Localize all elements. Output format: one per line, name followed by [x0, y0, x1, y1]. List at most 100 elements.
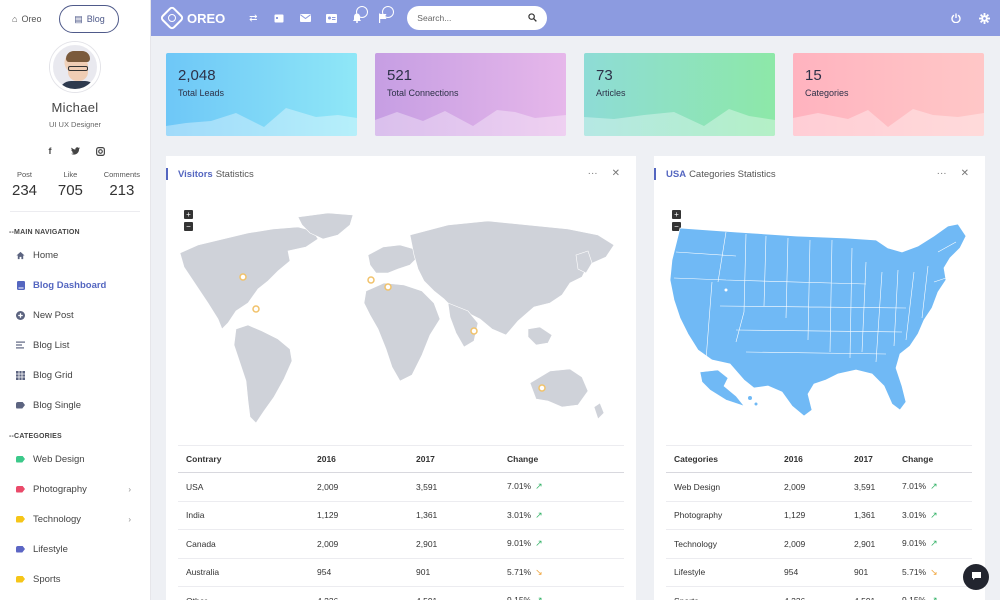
- avatar[interactable]: [50, 42, 100, 92]
- sidebar-item-web-design[interactable]: Web Design: [0, 444, 150, 474]
- table-row[interactable]: Sports 4,236 4,591 9.15% ↗: [666, 587, 972, 600]
- flag-icon[interactable]: [377, 6, 395, 24]
- table-body: USA 2,009 3,591 7.01% ↗ India 1,129 1,361 3.01% ↗…: [178, 473, 624, 600]
- table-cell: Canada: [178, 539, 309, 549]
- tag-icon: [16, 515, 25, 523]
- contact-card-icon[interactable]: [325, 12, 337, 24]
- more-icon[interactable]: ···: [936, 168, 947, 179]
- grid-icon: [16, 370, 25, 380]
- sidebar-item-lifestyle[interactable]: Lifestyle: [0, 534, 150, 564]
- sidebar-item-new-post[interactable]: New Post: [0, 300, 150, 330]
- table-row[interactable]: Photography 1,129 1,361 3.01% ↗: [666, 502, 972, 530]
- table-cell: India: [178, 510, 309, 520]
- top-bar: OREO ⇄: [151, 0, 1000, 36]
- swap-icon[interactable]: ⇄: [249, 12, 258, 24]
- cell-text: 4,591: [416, 596, 437, 600]
- power-icon[interactable]: [950, 12, 962, 24]
- sidebar-item-home[interactable]: Home: [0, 240, 150, 270]
- close-icon[interactable]: ✕: [611, 168, 620, 179]
- column-header: 2017: [854, 454, 873, 464]
- chat-button[interactable]: [963, 564, 989, 590]
- brand[interactable]: OREO: [159, 5, 225, 31]
- cell-text: 5.71%: [902, 566, 927, 577]
- table-header-row: Contrary 2016 2017 Change: [178, 445, 624, 473]
- column-header: Contrary: [186, 454, 222, 464]
- cell-text: 9.01%: [902, 538, 927, 549]
- table-row[interactable]: Australia 954 901 5.71% ↘: [178, 559, 624, 587]
- sidebar-item-label: Sports: [33, 573, 61, 585]
- world-map[interactable]: [178, 211, 624, 436]
- facebook-icon[interactable]: f: [48, 146, 52, 156]
- zoom-out-button[interactable]: −: [184, 222, 193, 231]
- table-cell: 9.15% ↗: [894, 595, 938, 600]
- table-cell: 7.01% ↗: [499, 481, 543, 492]
- cell-text: Web Design: [674, 481, 721, 492]
- zoom-out-button[interactable]: −: [672, 222, 681, 231]
- categories-navigation: Web Design Photography › Technology › Li…: [0, 444, 150, 594]
- sidebar-item-photography[interactable]: Photography ›: [0, 474, 150, 504]
- table-row[interactable]: Web Design 2,009 3,591 7.01% ↗: [666, 473, 972, 502]
- search-icon[interactable]: [528, 9, 538, 27]
- sidebar-item-technology[interactable]: Technology ›: [0, 504, 150, 534]
- column-header: 2016: [784, 454, 803, 464]
- table-row[interactable]: Technology 2,009 2,901 9.01% ↗: [666, 530, 972, 559]
- table-cell: 2,009: [776, 482, 846, 492]
- sidebar-item-blog-list[interactable]: Blog List: [0, 330, 150, 360]
- zoom-in-button[interactable]: +: [184, 210, 193, 219]
- table-row[interactable]: USA 2,009 3,591 7.01% ↗: [178, 473, 624, 502]
- table-row[interactable]: Canada 2,009 2,901 9.01% ↗: [178, 530, 624, 559]
- search-bar[interactable]: [407, 6, 548, 30]
- sidebar-item-sports[interactable]: Sports: [0, 564, 150, 594]
- cell-text: 1,361: [416, 510, 438, 521]
- table-cell: 9.15% ↗: [499, 595, 543, 600]
- stat-card-articles[interactable]: 73 Articles: [584, 53, 775, 136]
- table-cell: Lifestyle: [666, 567, 776, 577]
- table-cell: 2,009: [309, 539, 408, 549]
- categories-header: --CATEGORIES: [9, 433, 62, 440]
- search-input[interactable]: [417, 13, 518, 23]
- stat-value: 234: [12, 182, 38, 199]
- table-cell: 2,901: [408, 539, 499, 549]
- cell-text: 1,361: [854, 510, 876, 521]
- book-icon: ▤: [74, 13, 83, 24]
- trend-up-icon: ↗: [930, 538, 938, 549]
- stat-card-total-connections[interactable]: 521 Total Connections: [375, 53, 566, 136]
- stat-value: 705: [57, 182, 83, 199]
- sidebar-item-label: Technology: [33, 513, 82, 525]
- table-row[interactable]: Lifestyle 954 901 5.71% ↘: [666, 559, 972, 587]
- stat-card-label: Total Leads: [178, 88, 225, 98]
- cell-text: 954: [784, 567, 799, 578]
- cell-text: 3,591: [416, 481, 438, 492]
- home-icon: [16, 251, 25, 260]
- sidebar-item-label: Blog Grid: [33, 369, 73, 381]
- table-cell: 3.01% ↗: [499, 510, 543, 521]
- instagram-icon[interactable]: [95, 146, 105, 156]
- sidebar-item-blog-grid[interactable]: Blog Grid: [0, 360, 150, 390]
- twitter-icon[interactable]: [70, 146, 80, 156]
- sidebar-item-blog-single[interactable]: Blog Single: [0, 390, 150, 420]
- bell-icon[interactable]: [351, 6, 369, 24]
- table-row[interactable]: Other 4,236 4,591 9.15% ↗: [178, 587, 624, 600]
- tab-blog[interactable]: ▤ Blog: [59, 5, 120, 33]
- stat-card-value: 15: [805, 67, 822, 84]
- mail-icon[interactable]: [299, 12, 311, 24]
- stat-card-total-leads[interactable]: 2,048 Total Leads: [166, 53, 357, 136]
- gear-icon[interactable]: [978, 12, 990, 24]
- panel-title-rest: Statistics: [215, 168, 254, 180]
- trend-up-icon: ↗: [930, 509, 938, 520]
- sidebar-item-blog-dashboard[interactable]: Blog Dashboard: [0, 270, 150, 300]
- calendar-icon[interactable]: [273, 12, 285, 24]
- table-cell: 3,591: [846, 482, 894, 492]
- table-row[interactable]: India 1,129 1,361 3.01% ↗: [178, 502, 624, 530]
- table-cell: Other: [178, 596, 309, 600]
- tab-oreo[interactable]: ⌂ Oreo: [12, 14, 41, 24]
- more-icon[interactable]: ···: [587, 168, 598, 179]
- usa-map[interactable]: [666, 222, 976, 432]
- stat-card-categories[interactable]: 15 Categories: [793, 53, 984, 136]
- close-icon[interactable]: ✕: [960, 168, 969, 179]
- profile-stats: Post 234 Like 705 Comments 213: [0, 170, 150, 199]
- cell-text: 2,901: [416, 538, 438, 549]
- cell-text: 9.15%: [902, 595, 926, 600]
- cell-text: Photography: [674, 510, 723, 521]
- zoom-in-button[interactable]: +: [672, 210, 681, 219]
